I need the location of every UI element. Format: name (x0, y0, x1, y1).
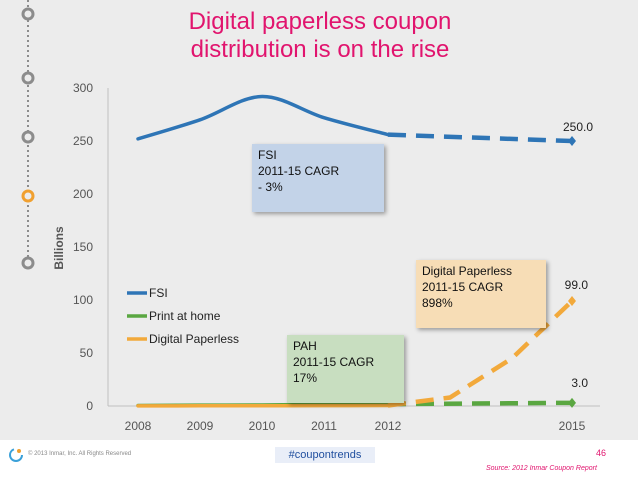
chart-axes: 0 50 100 150 200 250 300 2008 2009 2010 2011 2012 20… (52, 81, 600, 433)
timeline-node-4 (21, 256, 35, 270)
callout-digital-line-1: Digital Paperless (422, 264, 513, 278)
slide-title: Digital paperless coupon distribution is… (150, 8, 490, 64)
x-tick-label: 2009 (187, 419, 214, 433)
series-fsi-end-marker (568, 136, 576, 146)
copyright: © 2013 Inmar, Inc. All Rights Reserved (28, 451, 132, 457)
series-digital-paperless-end-marker (568, 296, 576, 307)
legend-label-2: Digital Paperless (149, 332, 239, 346)
callout-digital: Digital Paperless 2011-15 CAGR 898% (416, 260, 546, 328)
chart: 0 50 100 150 200 250 300 2008 2009 2010 2011 2012 20… (21, 0, 600, 433)
y-tick-label: 50 (80, 346, 94, 360)
series-fsi-actual (136, 94, 390, 141)
x-tick-label: 2015 (559, 419, 586, 433)
series-fsi-projected (387, 132, 573, 144)
timeline-node-0 (21, 7, 35, 21)
hashtag[interactable]: #coupontrends (275, 447, 375, 463)
callout-digital-line-2: 2011-15 CAGR (422, 280, 504, 294)
y-tick-label: 300 (73, 81, 93, 95)
chart-labels: 250.0 3.0 99.0 (563, 120, 593, 390)
y-tick-label: 150 (73, 240, 93, 254)
callout-digital-line-3: 898% (422, 296, 453, 310)
y-tick-label: 250 (73, 134, 93, 148)
callout-pah-line-2: 2011-15 CAGR (293, 355, 375, 369)
y-tick-label: 200 (73, 187, 93, 201)
series-print-at-home-end-marker (568, 397, 576, 408)
page-number: 46 (596, 448, 607, 458)
timeline-node-3 (21, 189, 35, 203)
x-tick-label: 2010 (249, 419, 276, 433)
y-axis-title: Billions (52, 226, 66, 270)
title-line-2: distribution is on the rise (190, 36, 450, 63)
timeline-decoration (21, 0, 35, 270)
data-label-0: 250.0 (563, 120, 593, 134)
source-note: Source: 2012 Inmar Coupon Report (486, 465, 597, 472)
callout-pah-line-3: 17% (293, 371, 318, 385)
callout-fsi-line-1: FSI (258, 148, 277, 162)
series-digital-paperless-projected (387, 299, 574, 408)
legend-label-0: FSI (149, 286, 168, 300)
chart-legend: FSI Print at home Digital Paperless (127, 286, 239, 346)
callout-fsi-line-2: 2011-15 CAGR (258, 164, 340, 178)
y-tick-label: 0 (86, 399, 93, 413)
callout-fsi: FSI 2011-15 CAGR - 3% (252, 144, 384, 212)
callout-fsi-line-3: - 3% (258, 180, 283, 194)
timeline-node-1 (21, 71, 35, 85)
chart-series (136, 94, 576, 408)
data-label-1: 3.0 (571, 376, 588, 390)
inmar-logo-icon (9, 448, 23, 462)
x-tick-label: 2012 (375, 419, 402, 433)
series-print-at-home-projected (387, 400, 573, 407)
title-line-1: Digital paperless coupon (188, 8, 452, 35)
x-tick-label: 2008 (125, 419, 152, 433)
callout-pah: PAH 2011-15 CAGR 17% (287, 335, 404, 403)
callout-pah-line-1: PAH (293, 339, 317, 353)
data-label-2: 99.0 (565, 278, 589, 292)
legend-label-1: Print at home (149, 309, 221, 323)
x-tick-label: 2011 (311, 419, 337, 433)
timeline-node-2 (21, 130, 35, 144)
y-tick-label: 100 (73, 293, 93, 307)
